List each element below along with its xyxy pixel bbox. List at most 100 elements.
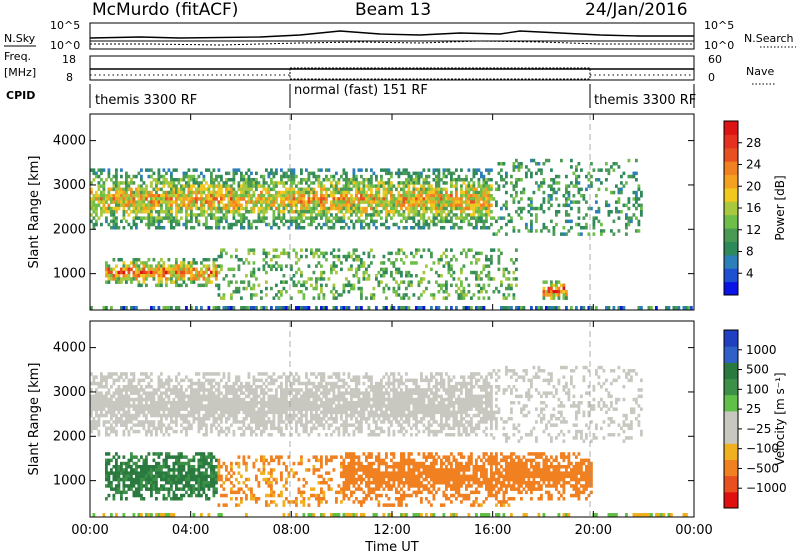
heatmap-cell — [168, 475, 171, 479]
heatmap-cell — [260, 216, 263, 220]
heatmap-cell — [310, 248, 313, 252]
heatmap-cell — [135, 414, 138, 418]
heatmap-cell — [578, 207, 581, 211]
heatmap-cell — [270, 491, 273, 495]
heatmap-cell — [253, 430, 256, 434]
heatmap-cell — [275, 293, 278, 297]
heatmap-cell — [173, 494, 176, 498]
heatmap-cell — [253, 293, 256, 297]
heatmap-cell — [123, 271, 126, 275]
heatmap-cell — [370, 168, 373, 172]
heatmap-cell — [358, 220, 361, 224]
heatmap-cell — [148, 168, 151, 172]
heatmap-cell — [515, 284, 518, 288]
heatmap-cell — [133, 481, 136, 485]
heatmap-cell — [190, 274, 193, 278]
heatmap-cell — [355, 255, 358, 258]
heatmap-cell — [158, 404, 161, 408]
heatmap-cell — [123, 401, 126, 405]
heatmap-cell — [165, 172, 168, 176]
heatmap-cell — [543, 296, 546, 300]
heatmap-cell — [140, 494, 143, 498]
heatmap-cell — [545, 226, 548, 230]
heatmap-cell — [170, 274, 173, 278]
heatmap-cell — [303, 280, 306, 284]
heatmap-cell — [368, 226, 371, 230]
heatmap-cell — [240, 401, 243, 405]
heatmap-cell — [383, 204, 386, 208]
heatmap-cell — [358, 306, 361, 310]
heatmap-cell — [460, 252, 463, 256]
heatmap-cell — [200, 188, 203, 192]
heatmap-cell — [433, 216, 436, 220]
heatmap-cell — [275, 401, 278, 405]
heatmap-cell — [248, 401, 251, 405]
heatmap-cell — [485, 258, 488, 262]
heatmap-cell — [190, 178, 193, 182]
heatmap-cell — [155, 484, 158, 488]
heatmap-cell — [405, 274, 408, 278]
heatmap-cell — [150, 481, 153, 485]
heatmap-cell — [383, 306, 386, 310]
heatmap-cell — [128, 417, 131, 421]
heatmap-cell — [403, 280, 406, 284]
heatmap-cell — [113, 194, 116, 198]
heatmap-cell — [240, 306, 243, 310]
heatmap-cell — [268, 194, 271, 198]
heatmap-cell — [333, 178, 336, 182]
heatmap-cell — [215, 478, 218, 482]
heatmap-cell — [463, 200, 466, 204]
heatmap-cell — [335, 290, 338, 294]
heatmap-cell — [263, 478, 266, 482]
heatmap-cell — [430, 188, 433, 192]
heatmap-cell — [578, 162, 581, 166]
heatmap-cell — [300, 284, 303, 288]
heatmap-cell — [398, 252, 401, 256]
heatmap-cell — [180, 216, 183, 220]
heatmap-cell — [260, 391, 263, 395]
heatmap-cell — [265, 478, 268, 482]
heatmap-cell — [210, 407, 213, 411]
heatmap-cell — [335, 172, 338, 176]
heatmap-cell — [345, 210, 348, 214]
heatmap-cell — [298, 200, 301, 204]
heatmap-cell — [390, 200, 393, 204]
heatmap-cell — [273, 255, 276, 258]
heatmap-cell — [130, 382, 133, 386]
heatmap-cell — [213, 471, 216, 475]
heatmap-cell — [95, 207, 98, 211]
date-title: 24/Jan/2016 — [585, 0, 688, 20]
heatmap-cell — [228, 200, 231, 204]
heatmap-cell — [265, 481, 268, 485]
heatmap-cell — [378, 204, 381, 208]
heatmap-cell — [325, 168, 328, 172]
heatmap-cell — [118, 455, 121, 459]
heatmap-cell — [175, 417, 178, 421]
heatmap-cell — [498, 261, 501, 265]
heatmap-cell — [635, 197, 638, 201]
heatmap-cell — [273, 411, 276, 415]
heatmap-cell — [165, 178, 168, 182]
heatmap-cell — [230, 293, 233, 297]
heatmap-cell — [183, 271, 186, 275]
heatmap-cell — [373, 220, 376, 224]
heatmap-cell — [168, 468, 171, 472]
heatmap-cell — [165, 280, 168, 284]
heatmap-cell — [133, 513, 136, 517]
heatmap-cell — [153, 427, 156, 431]
heatmap-cell — [525, 172, 528, 176]
heatmap-cell — [148, 200, 151, 204]
heatmap-cell — [578, 191, 581, 195]
heatmap-cell — [260, 423, 263, 427]
heatmap-cell — [148, 268, 151, 272]
heatmap-cell — [93, 395, 96, 399]
heatmap-cell — [310, 252, 313, 256]
heatmap-cell — [220, 252, 223, 256]
heatmap-cell — [265, 181, 268, 185]
heatmap-cell — [553, 188, 556, 192]
heatmap-cell — [415, 306, 418, 310]
heatmap-cell — [475, 277, 478, 281]
heatmap-cell — [220, 427, 223, 431]
heatmap-cell — [200, 194, 203, 198]
